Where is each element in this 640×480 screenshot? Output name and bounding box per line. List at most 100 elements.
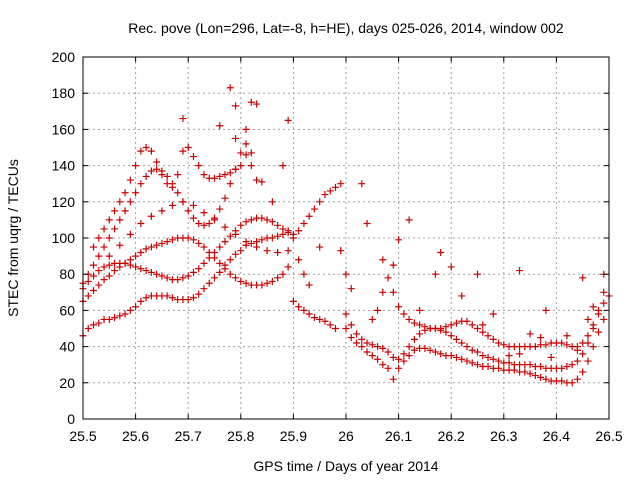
data-point-plus [237, 277, 245, 285]
data-point-plus [310, 314, 318, 322]
data-point-plus [579, 368, 587, 376]
data-point-plus [589, 321, 597, 329]
data-point-plus [242, 279, 250, 287]
data-point-plus [216, 172, 224, 180]
data-point-plus [216, 268, 224, 276]
data-point-plus [137, 147, 145, 155]
data-point-plus [347, 285, 355, 293]
data-point-plus [452, 319, 460, 327]
data-point-plus [542, 375, 550, 383]
data-point-plus [410, 346, 418, 354]
data-point-plus [468, 346, 476, 354]
data-point-plus [347, 321, 355, 329]
data-point-plus [174, 171, 182, 179]
data-point-plus [405, 352, 413, 360]
data-point-plus [153, 158, 161, 166]
data-point-plus [368, 315, 376, 323]
data-point-plus [384, 274, 392, 282]
data-point-plus [442, 323, 450, 331]
data-point-plus [526, 330, 534, 338]
data-point-plus [337, 247, 345, 255]
data-point-plus [142, 267, 150, 275]
data-point-plus [568, 379, 576, 387]
data-point-plus [284, 229, 292, 237]
data-point-plus [163, 180, 171, 188]
data-point-plus [300, 270, 308, 278]
data-point-plus [526, 370, 534, 378]
data-point-plus [90, 261, 98, 269]
data-point-plus [268, 218, 276, 226]
y-axis-label: STEC from uqrg / TECUs [5, 159, 21, 317]
data-point-plus [468, 359, 476, 367]
data-point-plus [126, 176, 134, 184]
data-point-plus [474, 348, 481, 356]
data-point-plus [242, 218, 250, 226]
data-point-plus [90, 286, 98, 294]
data-point-plus [153, 165, 161, 173]
data-point-plus [168, 183, 176, 191]
x-tick-label: 26.1 [385, 428, 412, 444]
data-point-plus [158, 207, 166, 215]
data-point-plus [526, 361, 534, 369]
data-point-plus [489, 310, 497, 318]
data-point-plus [216, 205, 224, 213]
data-point-plus [379, 361, 387, 369]
data-point-plus [347, 334, 355, 342]
data-point-plus [200, 171, 208, 179]
data-point-plus [142, 172, 150, 180]
data-point-plus [500, 341, 508, 349]
data-point-plus [116, 198, 124, 206]
data-point-plus [431, 348, 439, 356]
data-point-plus [537, 334, 545, 342]
data-point-plus [105, 315, 113, 323]
data-point-plus [563, 341, 571, 349]
data-point-plus [137, 220, 145, 228]
data-point-plus [195, 162, 203, 170]
data-point-plus [495, 364, 503, 372]
y-tick-label: 180 [52, 85, 76, 101]
x-tick-label: 26.5 [595, 428, 622, 444]
x-tick-label: 26.2 [438, 428, 465, 444]
data-point-plus [589, 343, 597, 351]
data-point-plus [331, 183, 339, 191]
y-tick-label: 80 [59, 266, 75, 282]
data-point-plus [505, 359, 513, 367]
data-point-plus [147, 243, 155, 251]
chart-title: Rec. pove (Lon=296, Lat=-8, h=HE), days … [128, 20, 564, 36]
data-point-plus [195, 239, 203, 247]
data-point-plus [126, 261, 134, 269]
data-point-plus [184, 296, 192, 304]
data-point-plus [316, 243, 324, 251]
data-point-plus [168, 201, 176, 209]
data-point-plus [100, 276, 108, 284]
data-point-plus [321, 191, 329, 199]
data-point-plus [358, 335, 366, 343]
data-point-plus [416, 306, 424, 314]
data-point-plus [516, 267, 524, 275]
data-point-plus [211, 216, 218, 224]
data-point-plus [179, 147, 187, 155]
data-point-plus [337, 180, 345, 188]
x-tick-label: 26 [338, 428, 354, 444]
data-point-plus [516, 350, 524, 358]
data-point-plus [421, 344, 429, 352]
data-point-plus [568, 361, 576, 369]
data-point-plus [374, 343, 382, 351]
data-point-plus [389, 261, 397, 269]
data-point-plus [221, 194, 229, 202]
y-tick-label: 200 [52, 49, 76, 65]
data-point-plus [416, 330, 424, 338]
data-point-plus [263, 216, 271, 224]
data-point-plus [189, 153, 197, 161]
data-point-plus [495, 339, 503, 347]
data-point-plus [600, 288, 608, 296]
data-point-plus [105, 261, 113, 269]
data-point-plus [321, 317, 329, 325]
data-point-plus [132, 252, 140, 260]
data-point-plus [531, 343, 539, 351]
data-point-plus [226, 169, 234, 177]
data-point-plus [521, 368, 529, 376]
data-point-plus [211, 274, 218, 282]
data-point-plus [232, 134, 240, 142]
x-axis-label: GPS time / Days of year 2014 [253, 458, 438, 474]
